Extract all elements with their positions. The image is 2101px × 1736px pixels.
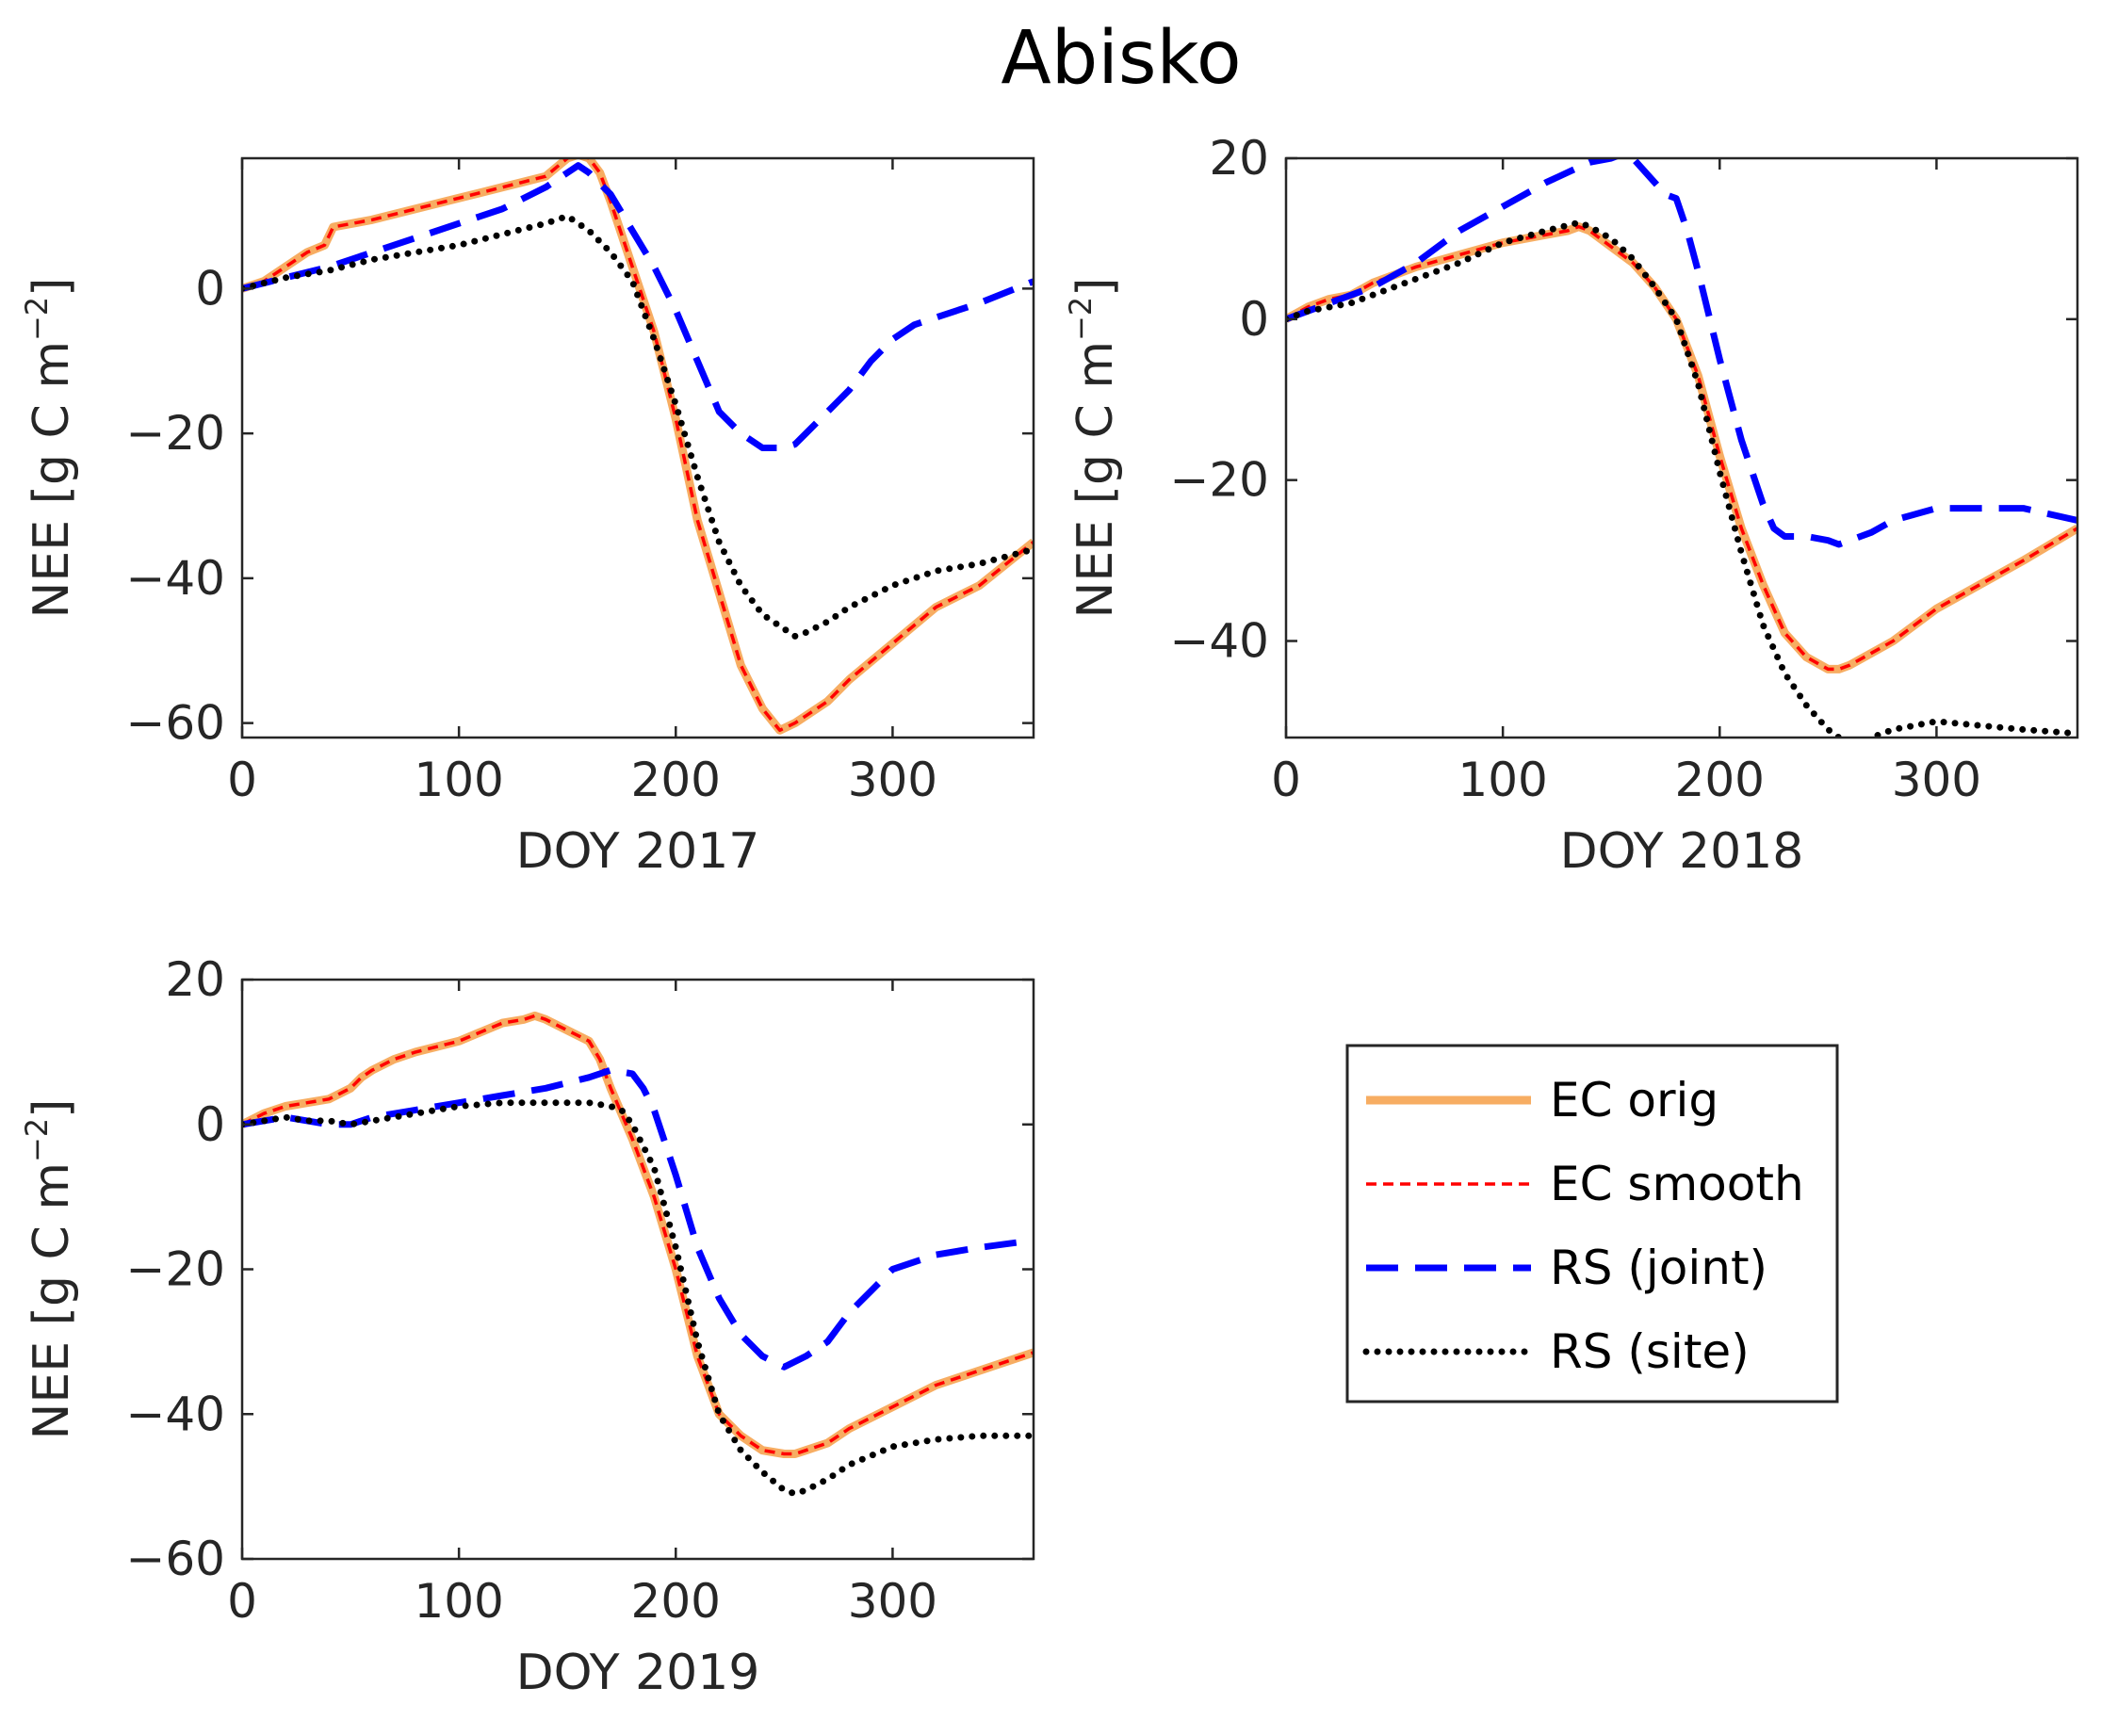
x-tick-label: 0 [227,753,257,807]
chart-2017: 0 100 200 300 0 −20 −40 −60 DOY 2017 NEE [g C m−2… [19,156,1035,880]
y-tick-label: −20 [1169,453,1269,508]
y-axis-label: NEE [g C m−2] [1063,278,1124,619]
y-tick-label: −40 [125,551,225,606]
figure-title: Abisko [1001,16,1241,101]
series-line-rs-joint [1286,158,2077,548]
legend: EC orig EC smooth RS (joint) RS (site) [1345,1044,1839,1403]
series-line-ec-smooth [1286,224,2077,672]
series-line-ec-smooth [242,158,1034,733]
y-axis-label: NEE [g C m−2] [19,278,80,619]
x-tick-label: 100 [1458,753,1547,807]
x-tick-label: 300 [848,753,937,807]
y-tick-label: −20 [125,1242,225,1297]
y-axis-label: NEE [g C m−2] [19,1099,80,1440]
x-tick-label: 0 [227,1574,257,1629]
x-tick-label: 100 [414,1574,503,1629]
legend-label-rs-site: RS (site) [1550,1324,1750,1379]
y-tick-label: −60 [125,1532,225,1586]
y-tick-label: −20 [125,406,225,461]
y-tick-label: 0 [1239,292,1269,347]
series-line-rs-site [1286,219,2077,738]
series-line-ec-orig [1286,222,2077,673]
axes-box [240,156,1035,739]
x-tick-label: 200 [631,1574,721,1629]
y-tick-label: 0 [195,1097,225,1152]
series-line-rs-joint [242,162,1034,451]
x-tick-label: 200 [1675,753,1765,807]
legend-label-rs-joint: RS (joint) [1550,1241,1767,1295]
x-axis-label: DOY 2019 [516,1645,760,1701]
legend-label-ec-smooth: EC smooth [1550,1157,1804,1211]
x-tick-label: 300 [848,1574,937,1629]
series-line-rs-site [242,213,1034,640]
y-tick-label: −40 [1169,614,1269,669]
y-tick-label: 20 [1209,131,1269,186]
x-axis-label: DOY 2018 [1560,823,1804,880]
series-group [242,1011,1034,1498]
x-axis-label: DOY 2017 [516,823,760,880]
series-line-rs-site [242,1099,1034,1498]
y-tick-label: −40 [125,1387,225,1441]
x-tick-label: 100 [414,753,503,807]
legend-box [1345,1044,1839,1403]
series-group [1286,158,2077,738]
x-tick-label: 300 [1892,753,1981,807]
axes-box [1284,156,2079,739]
legend-label-ec-orig: EC orig [1550,1073,1718,1128]
x-tick-label: 0 [1271,753,1301,807]
y-tick-label: −60 [125,696,225,751]
series-line-ec-smooth [242,1014,1034,1456]
axes-box [240,978,1035,1561]
y-tick-label: 0 [195,261,225,316]
y-tick-label: 20 [165,952,225,1007]
series-group [242,158,1034,735]
series-line-rs-joint [242,1066,1034,1371]
x-tick-label: 200 [631,753,721,807]
